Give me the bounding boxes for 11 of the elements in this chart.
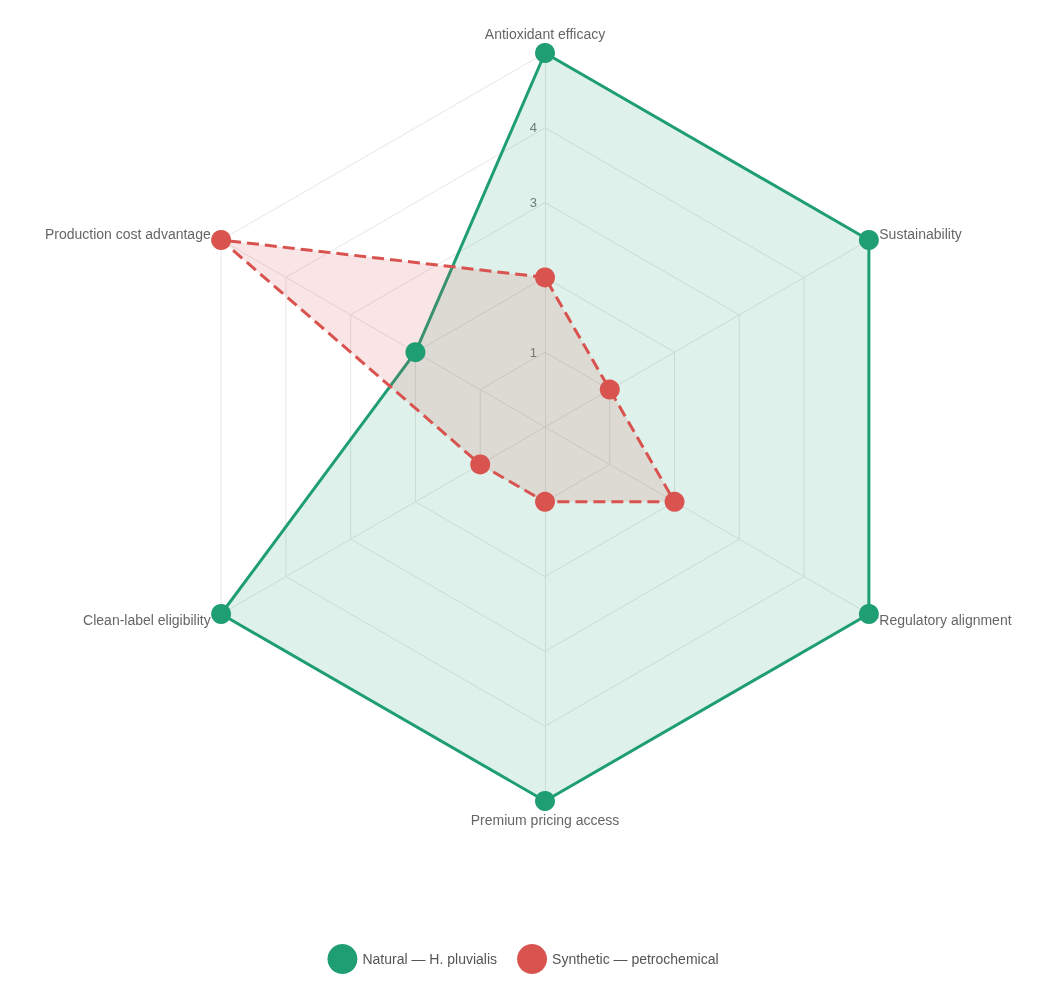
legend-label: Synthetic — petrochemical — [552, 951, 719, 967]
spoke-label: Production cost advantage — [44, 226, 211, 242]
y-tick-label: 1 — [529, 344, 537, 360]
y-tick-label: 3 — [529, 195, 537, 211]
spoke-label: Antioxidant efficacy — [484, 26, 606, 42]
y-tick-label: 4 — [529, 120, 537, 136]
spoke-label: Regulatory alignment — [879, 612, 1012, 628]
spoke-label: Clean-label eligibility — [83, 612, 211, 628]
spoke-label: Sustainability — [879, 226, 962, 242]
legend-label: Natural — H. pluvialis — [362, 951, 498, 967]
spoke-label: Premium pricing access — [470, 812, 620, 828]
